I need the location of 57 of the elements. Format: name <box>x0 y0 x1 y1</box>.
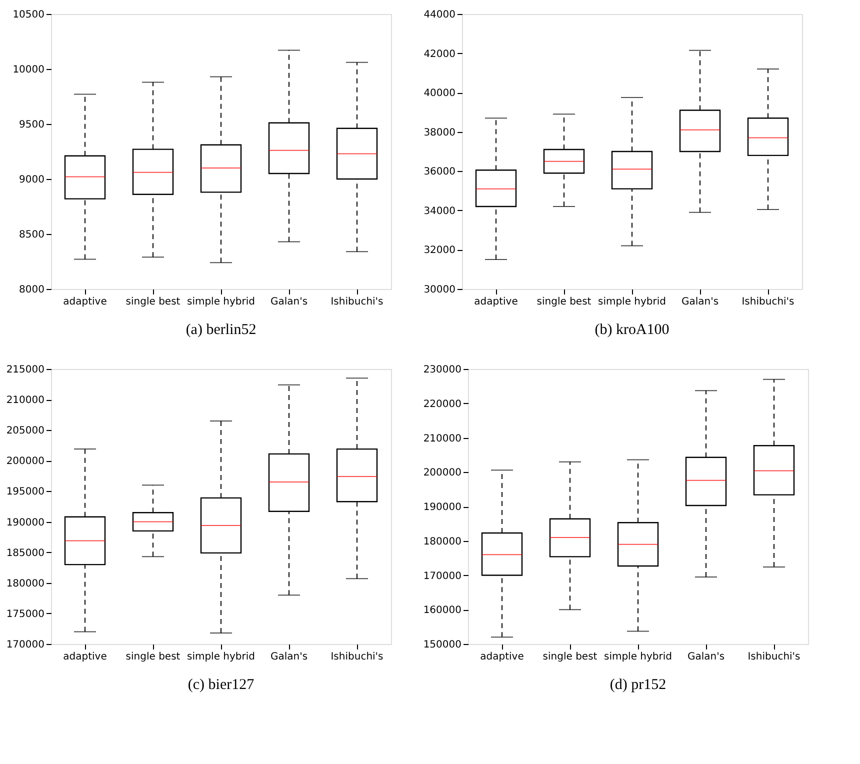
x-tick-label: simple hybrid <box>598 296 666 308</box>
y-tick-label: 180000 <box>6 578 44 590</box>
x-tick-label: single best <box>536 296 592 308</box>
text: (a) berlin52 <box>186 322 256 338</box>
y-tick-label: 180000 <box>423 536 462 548</box>
y-tick-label: 30000 <box>424 284 456 296</box>
y-tick-label: 34000 <box>424 206 456 217</box>
y-tick-label: 185000 <box>6 548 44 559</box>
y-tick-label: 205000 <box>6 426 44 437</box>
y-tick-label: 38000 <box>424 127 456 138</box>
text: (c) bier127 <box>188 677 255 693</box>
x-tick-label: single best <box>126 296 180 308</box>
x-tick-label: adaptive <box>474 296 518 308</box>
y-tick-label: 215000 <box>6 364 44 376</box>
x-tick-label: adaptive <box>63 652 107 662</box>
x-tick-label: Galan's <box>687 652 725 662</box>
y-tick-label: 220000 <box>423 398 462 410</box>
y-tick-label: 170000 <box>6 640 44 650</box>
y-tick-label: 8000 <box>19 284 44 296</box>
x-tick-label: simple hybrid <box>186 296 256 308</box>
y-tick-label: 9000 <box>19 174 44 186</box>
x-tick-label: simple hybrid <box>604 652 672 662</box>
x-tick-label: Galan's <box>270 296 308 308</box>
x-tick-label: Ishibuchi's <box>330 296 384 308</box>
x-tick-label: Ishibuchi's <box>748 652 800 662</box>
y-tick-label: 44000 <box>424 10 456 20</box>
x-tick-label: single best <box>542 652 598 662</box>
text: (d) pr152 <box>610 677 666 693</box>
y-tick-label: 170000 <box>423 570 462 582</box>
x-tick-label: Ishibuchi's <box>742 296 794 308</box>
y-tick-label: 175000 <box>6 608 44 620</box>
y-tick-label: 160000 <box>423 605 462 616</box>
x-tick-label: Galan's <box>681 296 719 308</box>
y-tick-label: 195000 <box>6 486 44 498</box>
y-tick-label: 200000 <box>6 456 44 468</box>
y-tick-label: 190000 <box>6 517 44 528</box>
x-tick-label: single best <box>126 652 180 662</box>
x-tick-label: adaptive <box>480 652 524 662</box>
y-tick-label: 32000 <box>424 245 456 256</box>
y-tick-label: 8500 <box>19 230 44 240</box>
y-tick-label: 9500 <box>19 120 44 130</box>
y-tick-label: 230000 <box>423 364 462 376</box>
x-tick-label: Ishibuchi's <box>330 652 384 662</box>
y-tick-label: 190000 <box>423 502 462 513</box>
y-tick-label: 150000 <box>423 640 462 650</box>
y-tick-label: 42000 <box>424 48 456 60</box>
y-tick-label: 10000 <box>12 64 44 76</box>
y-tick-label: 210000 <box>423 433 462 444</box>
x-tick-label: Galan's <box>270 652 308 662</box>
y-tick-label: 36000 <box>424 166 456 178</box>
x-tick-label: simple hybrid <box>186 652 256 662</box>
x-tick-label: adaptive <box>63 296 107 308</box>
y-tick-label: 40000 <box>424 88 456 100</box>
y-tick-label: 10500 <box>12 10 44 20</box>
y-tick-label: 200000 <box>423 468 462 479</box>
y-tick-label: 210000 <box>6 395 44 406</box>
text: (b) kroA100 <box>594 322 670 338</box>
